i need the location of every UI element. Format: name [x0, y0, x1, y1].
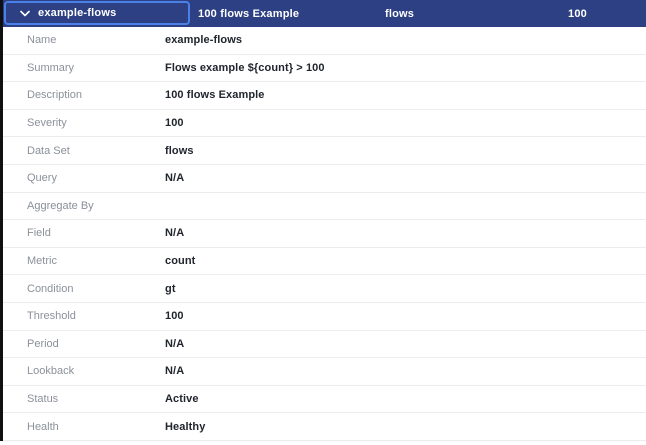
detail-row-status: Status Active [3, 386, 646, 414]
detail-label: Aggregate By [27, 199, 94, 212]
row-cell-severity[interactable]: 100 [568, 7, 587, 20]
detail-value: 100 [165, 117, 184, 130]
detail-row-metric: Metric count [3, 248, 646, 276]
detail-row-condition: Condition gt [3, 275, 646, 303]
detail-row-threshold: Threshold 100 [3, 303, 646, 331]
detail-row-dataset: Data Set flows [3, 137, 646, 165]
detail-label: Threshold [27, 310, 76, 323]
row-name-label: example-flows [38, 7, 117, 19]
detail-row-name: Name example-flows [3, 27, 646, 55]
row-cell-name[interactable]: example-flows [4, 1, 190, 25]
detail-row-period: Period N/A [3, 331, 646, 359]
detail-row-lookback: Lookback N/A [3, 358, 646, 386]
detail-value: example-flows [165, 34, 243, 47]
detail-label: Query [27, 172, 57, 185]
detail-label: Field [27, 227, 51, 240]
detail-value: N/A [165, 172, 185, 185]
detail-row-summary: Summary Flows example ${count} > 100 [3, 55, 646, 83]
row-cell-summary[interactable]: 100 flows Example [198, 7, 300, 20]
detail-label: Severity [27, 117, 67, 130]
row-cell-dataset[interactable]: flows [385, 7, 415, 20]
detail-row-aggregate-by: Aggregate By [3, 193, 646, 221]
detail-value: count [165, 255, 196, 268]
detail-row-health: Health Healthy [3, 413, 646, 441]
detail-value: gt [165, 282, 176, 295]
detail-row-severity: Severity 100 [3, 110, 646, 138]
detail-label: Lookback [27, 365, 75, 378]
detail-label: Status [27, 393, 59, 406]
detail-value: flows [165, 144, 194, 157]
detail-row-query: Query N/A [3, 165, 646, 193]
left-edge-strip [0, 0, 3, 441]
detail-label: Description [27, 89, 83, 102]
detail-label: Data Set [27, 144, 70, 157]
detail-label: Condition [27, 282, 74, 295]
table-header-row: example-flows 100 flows Example flows 10… [3, 0, 646, 27]
detail-value: N/A [165, 227, 185, 240]
detail-row-description: Description 100 flows Example [3, 82, 646, 110]
detail-value: Healthy [165, 420, 206, 433]
detail-value: N/A [165, 365, 185, 378]
detail-label: Metric [27, 255, 57, 268]
detail-rows: Name example-flows Summary Flows example… [3, 27, 646, 441]
detail-value: Flows example ${count} > 100 [165, 61, 325, 74]
detail-label: Period [27, 337, 59, 350]
detail-row-field: Field N/A [3, 220, 646, 248]
detail-value: 100 [165, 310, 184, 323]
detail-label: Name [27, 34, 57, 47]
detail-label: Summary [27, 61, 75, 74]
chevron-down-icon[interactable] [20, 10, 30, 17]
detail-label: Health [27, 420, 59, 433]
detail-value: 100 flows Example [165, 89, 265, 102]
detail-value: N/A [165, 337, 185, 350]
detail-value: Active [165, 393, 199, 406]
